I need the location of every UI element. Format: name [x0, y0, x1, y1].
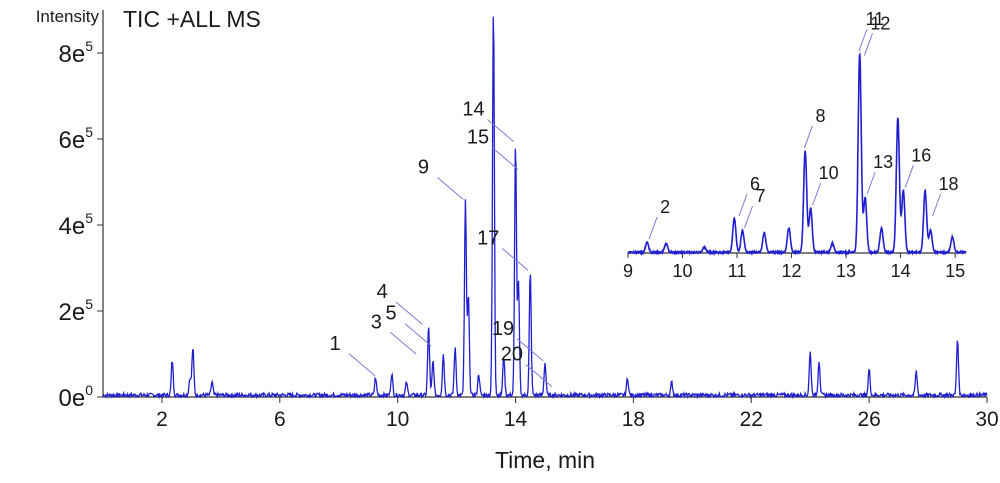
inset-peak-leader-line [738, 193, 748, 217]
peak-leader-line [516, 338, 544, 362]
peak-leader-line [348, 353, 376, 377]
peak-leader-line [501, 248, 529, 271]
peak-label: 3 [371, 311, 382, 333]
peak-leader-line [525, 364, 553, 387]
y-axis-label: Intensity [36, 7, 100, 26]
inset-x-tick-label: 10 [673, 261, 693, 281]
inset-series-line [627, 51, 967, 257]
inset-x-tick-label: 13 [836, 261, 856, 281]
inset-peak-label: 6 [750, 174, 760, 194]
inset-peak-label: 11 [866, 9, 885, 29]
y-tick-exponent: 5 [85, 124, 93, 140]
inset-peak-label: 18 [939, 174, 959, 194]
x-tick-label: 30 [975, 408, 998, 431]
inset-peak-label: 13 [873, 152, 893, 172]
x-tick-label: 2 [156, 408, 168, 431]
y-tick-label: 8e5 [59, 38, 94, 68]
inset-peak-leader-line [904, 165, 914, 188]
main-series-line [102, 16, 988, 400]
y-tick-label: 2e5 [59, 296, 94, 326]
y-tick-exponent: 0 [85, 382, 93, 398]
inset-peak-leader-line [744, 205, 753, 229]
x-tick-label: 14 [504, 408, 528, 431]
y-tick-label: 0e0 [59, 382, 94, 412]
x-tick-label: 22 [740, 408, 763, 431]
y-tick-mantissa: 2e [59, 299, 86, 326]
inset-x-tick-label: 11 [728, 261, 747, 281]
peak-label: 4 [377, 281, 388, 303]
peak-label: 1 [329, 333, 340, 355]
main-trace [102, 16, 988, 400]
y-tick-label: 6e5 [59, 124, 94, 154]
inset-peak-leader-line [858, 28, 868, 52]
inset-x-tick-label: 9 [623, 261, 633, 281]
x-tick-label: 18 [622, 408, 645, 431]
peak-label: 20 [501, 344, 523, 366]
peak-label: 15 [467, 126, 489, 148]
x-tick-label: 26 [857, 408, 880, 431]
y-tick-label: 4e5 [59, 210, 94, 240]
inset-x-tick-label: 14 [891, 261, 911, 281]
peak-label: 19 [492, 318, 514, 340]
x-axis-label: Time, min [495, 447, 595, 473]
inset-peak-leader-line [648, 216, 658, 240]
x-tick-label: 10 [386, 408, 409, 431]
peak-leader-line [389, 331, 417, 355]
y-tick-exponent: 5 [85, 210, 93, 226]
inset-peak-leader-line [812, 182, 822, 206]
inset-peak-leader-line [863, 33, 873, 56]
y-tick-mantissa: 0e [59, 385, 86, 412]
inset-x-tick-label: 12 [782, 261, 802, 281]
peak-leader-line [491, 147, 519, 170]
inset-peak-leader-line [866, 171, 876, 195]
peak-leader-line [487, 119, 514, 142]
y-tick-mantissa: 8e [59, 41, 86, 68]
inset-axes: 9 10 11 12 13 14 15 [623, 252, 966, 281]
main-peak-labels: 1 3 45 9 14 15 17 19 20 [329, 98, 553, 387]
inset-x-tick-label: 15 [945, 261, 965, 281]
inset-peak-leader-line [932, 193, 942, 217]
inset-peak-label: 7 [755, 186, 765, 206]
inset-peak-label: 12 [870, 13, 890, 33]
peak-label: 9 [418, 157, 429, 179]
peak-leader-line [437, 177, 464, 200]
chart-title: TIC +ALL MS [123, 6, 261, 32]
peak-label: 14 [462, 98, 484, 120]
inset-peak-label: 16 [911, 145, 931, 165]
inset-peak-leader-line [803, 125, 813, 148]
peak-label: 17 [477, 227, 499, 249]
inset-peak-label: 10 [819, 163, 839, 183]
x-tick-label: 6 [274, 408, 286, 431]
inset-peak-label: 8 [815, 106, 825, 126]
peak-leader-line [395, 301, 423, 325]
y-tick-exponent: 5 [85, 38, 93, 54]
peak-leader-line [404, 323, 432, 347]
y-tick-mantissa: 4e [59, 213, 86, 240]
y-tick-exponent: 5 [85, 296, 93, 312]
peak-label: 5 [385, 303, 396, 325]
inset-peak-label: 2 [660, 197, 670, 217]
y-tick-mantissa: 6e [59, 127, 86, 154]
inset-trace [627, 51, 967, 257]
